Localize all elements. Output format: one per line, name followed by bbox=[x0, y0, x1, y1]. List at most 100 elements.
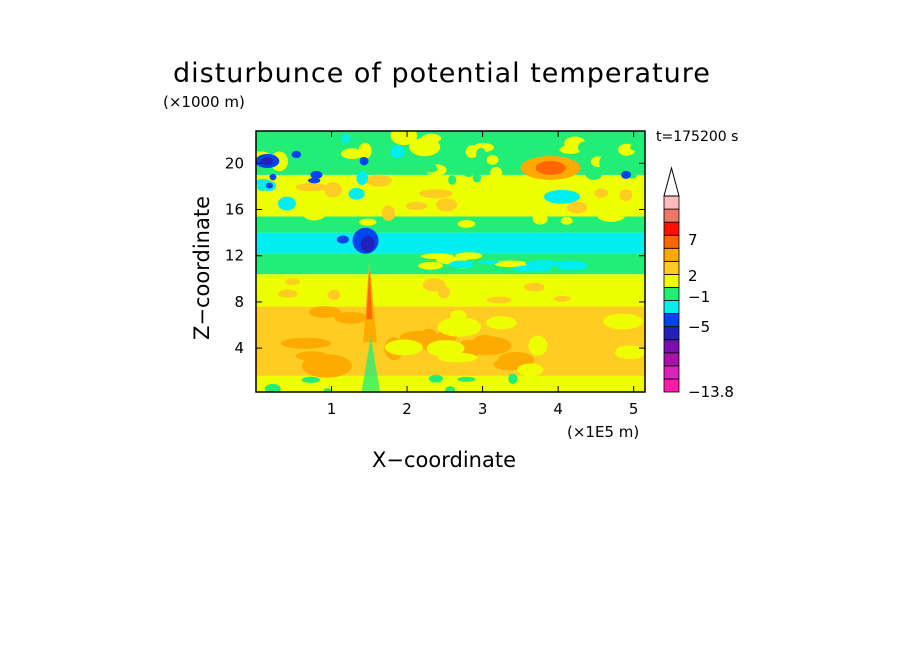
colorbar-swatch bbox=[663, 313, 680, 328]
yellow-patch bbox=[359, 218, 377, 226]
green-patch bbox=[630, 143, 645, 152]
green-patch bbox=[508, 373, 518, 385]
time-label: t=175200 s bbox=[656, 129, 739, 145]
orange-patch bbox=[498, 351, 535, 368]
blue-minimum-core bbox=[261, 157, 274, 166]
green-patch bbox=[445, 386, 456, 392]
colorbar-swatch bbox=[663, 221, 680, 236]
orange-patch bbox=[468, 336, 512, 355]
colorbar-swatch bbox=[663, 273, 680, 288]
orange-patch bbox=[405, 201, 428, 211]
y-axis-unit: (×1000 m) bbox=[163, 93, 245, 111]
y-tick-label: 4 bbox=[234, 339, 244, 357]
orange-patch bbox=[324, 182, 342, 198]
orange-patch bbox=[295, 183, 328, 192]
x-tick-label: 4 bbox=[553, 400, 563, 418]
cyan-patch bbox=[341, 133, 351, 143]
x-axis-unit: (×1E5 m) bbox=[567, 423, 640, 441]
cyan-patch bbox=[277, 196, 296, 211]
yellow-patch bbox=[486, 316, 517, 330]
cyan-patch bbox=[543, 189, 580, 204]
blue-patch bbox=[621, 170, 632, 179]
orange-patch bbox=[381, 205, 396, 221]
colorbar-tick-label: 2 bbox=[688, 267, 698, 285]
colorbar-extend-arrow bbox=[663, 166, 680, 197]
colorbar-swatch bbox=[663, 352, 680, 367]
green-patch bbox=[462, 164, 475, 178]
orange-maximum-core bbox=[535, 160, 566, 175]
yellow-patch bbox=[494, 260, 529, 268]
yellow-patch bbox=[532, 213, 548, 225]
colorbar-swatch bbox=[663, 287, 680, 301]
y-tick-label: 20 bbox=[225, 154, 244, 172]
green-patch bbox=[422, 165, 438, 173]
cyan-patch bbox=[525, 259, 562, 267]
colorbar-tick-label: −13.8 bbox=[688, 383, 734, 401]
orange-patch bbox=[308, 306, 341, 318]
green-patch bbox=[301, 376, 321, 383]
colorbar-swatch bbox=[663, 339, 680, 354]
colorbar-swatch bbox=[663, 234, 680, 249]
colorbar-swatch bbox=[663, 326, 680, 341]
yellow-patch bbox=[486, 155, 499, 165]
yellow-patch bbox=[517, 363, 544, 376]
dark-blue-minimum-core bbox=[360, 236, 375, 253]
yellow-patch bbox=[450, 309, 467, 323]
x-tick-label: 3 bbox=[478, 400, 488, 418]
yellow-patch bbox=[597, 210, 625, 222]
y-axis-ticks: 4 8 12 16 20 bbox=[225, 154, 645, 357]
orange-patch bbox=[435, 198, 458, 212]
orange-patch bbox=[524, 282, 545, 292]
x-axis-label: X−coordinate bbox=[372, 448, 516, 472]
blue-patch bbox=[359, 156, 369, 166]
orange-patch bbox=[553, 295, 571, 302]
colorbar-tick-label: −5 bbox=[688, 318, 710, 336]
cyan-patch bbox=[449, 260, 475, 269]
green-patch bbox=[585, 166, 603, 180]
orange-patch bbox=[285, 278, 301, 285]
blue-patch bbox=[269, 173, 277, 181]
orange-patch bbox=[419, 189, 453, 199]
plot-frame bbox=[255, 130, 646, 393]
colorbar-swatch bbox=[663, 365, 680, 380]
colorbar-tick-label: −1 bbox=[688, 288, 710, 306]
yellow-patch bbox=[384, 339, 423, 356]
green-patch bbox=[599, 156, 608, 171]
yellow-patch bbox=[559, 145, 582, 154]
yellow-patch bbox=[409, 137, 441, 157]
yellow-patch bbox=[615, 345, 645, 360]
yellow-patch bbox=[457, 219, 476, 228]
blue-patch bbox=[265, 182, 273, 189]
orange-patch bbox=[365, 174, 393, 187]
plume-core bbox=[366, 269, 373, 320]
cyan-patch bbox=[348, 187, 365, 200]
colorbar-swatch bbox=[663, 260, 680, 275]
orange-patch bbox=[278, 289, 298, 298]
yellow-patch bbox=[426, 340, 465, 357]
yellow-patch bbox=[341, 148, 364, 159]
colorbar-swatch bbox=[663, 300, 680, 314]
x-tick-label: 1 bbox=[327, 400, 337, 418]
yellow-patch bbox=[490, 166, 503, 179]
cyan-patch bbox=[478, 260, 500, 265]
y-tick-label: 8 bbox=[234, 293, 244, 311]
orange-patch bbox=[327, 289, 341, 301]
cyan-patch bbox=[356, 171, 368, 185]
cyan-patch bbox=[556, 265, 588, 270]
orange-patch bbox=[619, 189, 633, 202]
green-patch bbox=[577, 141, 592, 154]
x-axis-ticks: 1 2 3 4 5 bbox=[327, 131, 638, 418]
orange-patch bbox=[422, 278, 446, 292]
orange-patch bbox=[594, 188, 609, 198]
orange-patch bbox=[486, 296, 512, 304]
contour-band-4 bbox=[256, 232, 645, 254]
yellow-patch bbox=[455, 252, 483, 260]
colorbar-swatch bbox=[663, 208, 680, 223]
blue-patch bbox=[308, 177, 321, 184]
green-patch bbox=[264, 383, 281, 392]
green-patch bbox=[476, 148, 487, 160]
blue-patch bbox=[291, 150, 302, 159]
colorbar: 7 2 −1 −5 −13.8 bbox=[663, 166, 734, 401]
green-patch bbox=[457, 376, 476, 382]
yellow-patch bbox=[417, 261, 443, 270]
